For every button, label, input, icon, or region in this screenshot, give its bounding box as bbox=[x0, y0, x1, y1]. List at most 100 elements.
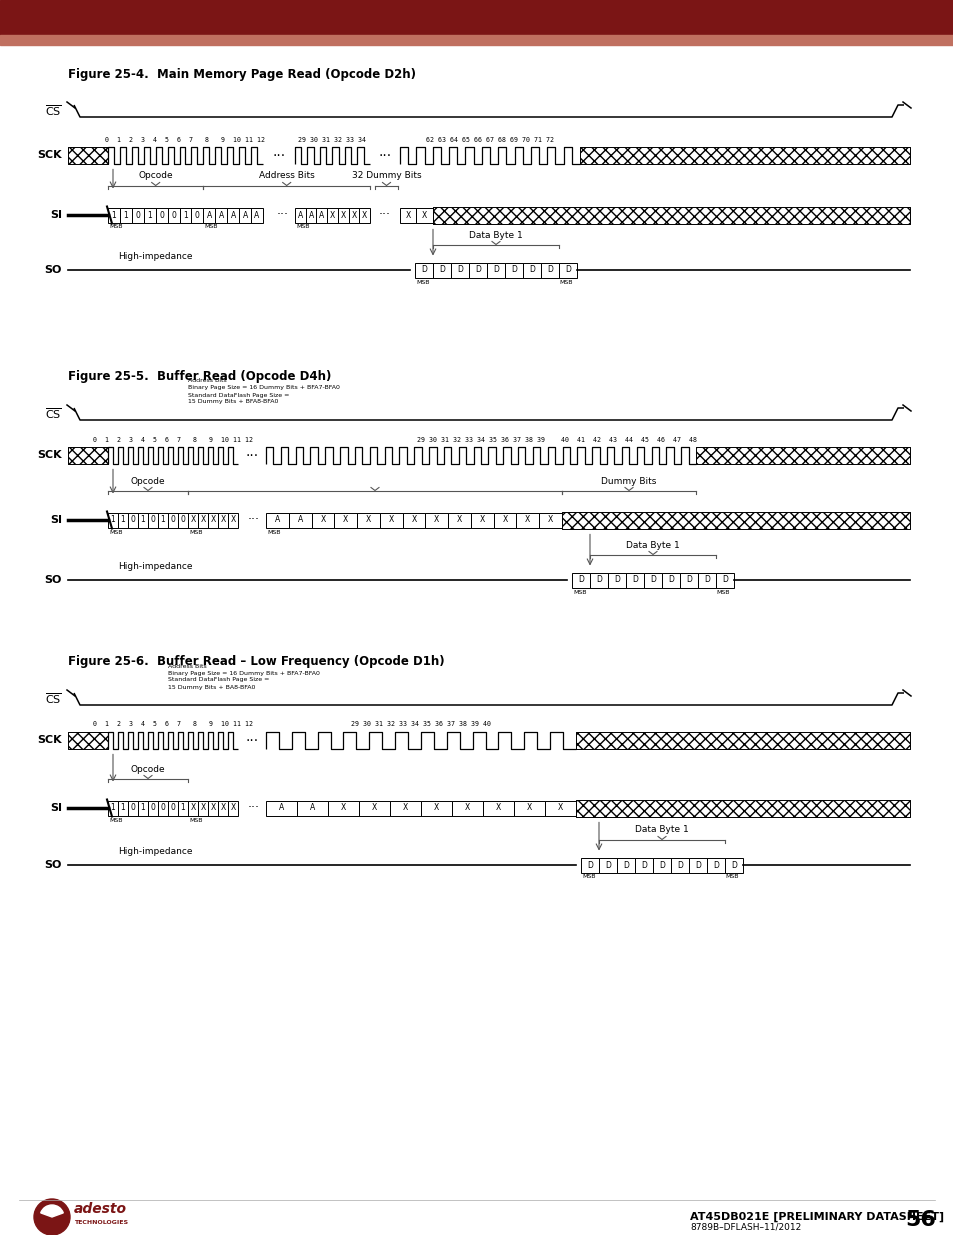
Text: X: X bbox=[230, 515, 235, 525]
Text: High-impedance: High-impedance bbox=[118, 847, 193, 856]
Text: 0: 0 bbox=[131, 804, 135, 813]
Text: MSB: MSB bbox=[581, 874, 595, 879]
Bar bbox=[544, 800, 576, 815]
Text: X: X bbox=[220, 804, 226, 813]
Bar bbox=[334, 513, 356, 527]
Bar bbox=[148, 513, 158, 527]
Text: X: X bbox=[434, 515, 439, 525]
Text: D: D bbox=[596, 576, 601, 584]
Bar bbox=[451, 263, 469, 278]
Bar bbox=[469, 263, 486, 278]
Bar bbox=[68, 731, 108, 748]
Bar bbox=[228, 800, 237, 815]
Bar bbox=[486, 263, 504, 278]
Text: 0: 0 bbox=[171, 804, 175, 813]
Text: D: D bbox=[420, 266, 427, 274]
Text: ···: ··· bbox=[378, 149, 391, 163]
Text: D: D bbox=[659, 861, 664, 869]
Text: 0: 0 bbox=[171, 515, 175, 525]
Text: ···: ··· bbox=[378, 209, 391, 221]
Bar bbox=[218, 800, 228, 815]
Text: Address Bits
Binary Page Size = 16 Dummy Bits + BFA7-BFA0
Standard DataFlash Pag: Address Bits Binary Page Size = 16 Dummy… bbox=[188, 378, 339, 405]
Text: SCK: SCK bbox=[37, 149, 62, 161]
Text: 0: 0 bbox=[160, 804, 165, 813]
Bar bbox=[289, 513, 312, 527]
Bar bbox=[516, 513, 538, 527]
Text: X: X bbox=[211, 804, 215, 813]
Text: $\overline{\rm CS}$: $\overline{\rm CS}$ bbox=[45, 692, 62, 706]
Text: D: D bbox=[685, 576, 691, 584]
Text: ···: ··· bbox=[245, 450, 258, 463]
Text: 32 Dummy Bits: 32 Dummy Bits bbox=[352, 172, 421, 180]
Bar bbox=[598, 857, 617, 872]
Text: 0: 0 bbox=[171, 210, 176, 220]
Text: X: X bbox=[191, 804, 195, 813]
Bar bbox=[0, 0, 953, 35]
Text: X: X bbox=[405, 210, 411, 220]
Text: 1: 1 bbox=[180, 804, 185, 813]
Text: X: X bbox=[200, 804, 206, 813]
Text: X: X bbox=[402, 804, 408, 813]
Text: A: A bbox=[242, 210, 248, 220]
Bar bbox=[589, 573, 607, 588]
Bar bbox=[208, 513, 218, 527]
Text: X: X bbox=[547, 515, 553, 525]
Text: D: D bbox=[456, 266, 462, 274]
Bar bbox=[607, 573, 625, 588]
Text: A: A bbox=[297, 515, 302, 525]
Bar bbox=[118, 800, 128, 815]
Text: MSB: MSB bbox=[109, 225, 122, 230]
Bar bbox=[108, 207, 120, 222]
Bar bbox=[433, 206, 909, 224]
Text: SI: SI bbox=[50, 515, 62, 525]
Bar bbox=[433, 206, 909, 224]
Bar bbox=[316, 207, 327, 222]
Text: ···: ··· bbox=[273, 149, 285, 163]
Text: MSB: MSB bbox=[573, 589, 586, 594]
Bar bbox=[294, 207, 305, 222]
Bar bbox=[643, 573, 661, 588]
Text: 1: 1 bbox=[111, 804, 115, 813]
Bar bbox=[561, 511, 909, 529]
Bar bbox=[188, 513, 198, 527]
Bar bbox=[68, 447, 108, 463]
Bar bbox=[68, 731, 108, 748]
Bar bbox=[433, 263, 451, 278]
Bar bbox=[724, 857, 742, 872]
Bar bbox=[168, 207, 179, 222]
Text: SCK: SCK bbox=[37, 450, 62, 459]
Text: X: X bbox=[496, 804, 500, 813]
Text: 29 30 31 32 33 34: 29 30 31 32 33 34 bbox=[298, 137, 366, 142]
Text: D: D bbox=[493, 266, 498, 274]
Text: ···: ··· bbox=[276, 209, 289, 221]
Text: Data Byte 1: Data Byte 1 bbox=[469, 231, 522, 240]
Text: 1: 1 bbox=[112, 210, 116, 220]
Text: SI: SI bbox=[50, 210, 62, 220]
Text: D: D bbox=[475, 266, 480, 274]
Bar bbox=[168, 800, 178, 815]
Text: 0: 0 bbox=[131, 515, 135, 525]
Text: ···: ··· bbox=[248, 802, 260, 815]
Bar bbox=[68, 147, 108, 163]
Text: X: X bbox=[464, 804, 470, 813]
Text: X: X bbox=[200, 515, 206, 525]
Text: 0: 0 bbox=[135, 210, 140, 220]
Text: D: D bbox=[614, 576, 619, 584]
Text: High-impedance: High-impedance bbox=[118, 252, 193, 261]
Text: A: A bbox=[218, 210, 224, 220]
Bar bbox=[251, 207, 263, 222]
Text: A: A bbox=[254, 210, 259, 220]
Bar bbox=[120, 207, 132, 222]
Text: D: D bbox=[632, 576, 638, 584]
Bar bbox=[296, 800, 328, 815]
Text: 40  41  42  43  44  45  46  47  48: 40 41 42 43 44 45 46 47 48 bbox=[560, 436, 697, 442]
Bar bbox=[561, 511, 909, 529]
Bar bbox=[188, 800, 198, 815]
Text: D: D bbox=[703, 576, 709, 584]
Text: D: D bbox=[586, 861, 593, 869]
Bar bbox=[158, 513, 168, 527]
Text: D: D bbox=[438, 266, 444, 274]
Bar bbox=[337, 207, 348, 222]
Text: 1: 1 bbox=[140, 515, 145, 525]
Wedge shape bbox=[41, 1205, 63, 1216]
